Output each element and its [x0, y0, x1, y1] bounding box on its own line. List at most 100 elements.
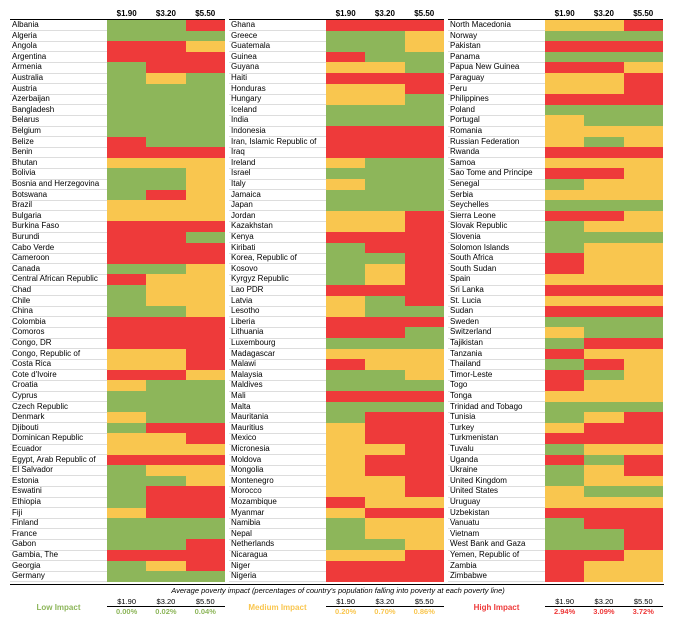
- country-name: Ecuador: [12, 444, 42, 453]
- country-name: Australia: [12, 73, 44, 82]
- impact-cell: [365, 465, 406, 477]
- impact-cell: [623, 168, 664, 180]
- impact-cell: [146, 391, 187, 403]
- average-header: $1.90: [336, 597, 356, 606]
- impact-cell: [545, 30, 585, 42]
- impact-cell: [185, 41, 226, 53]
- impact-cell: [185, 136, 226, 148]
- row-rule: [448, 475, 545, 476]
- row-rule: [10, 295, 107, 296]
- impact-cell: [326, 433, 366, 445]
- country-name: Maldives: [231, 380, 263, 390]
- impact-cell: [107, 528, 147, 540]
- average-value: 2.94%: [554, 607, 576, 616]
- impact-cell: [326, 200, 366, 212]
- impact-cell: [545, 232, 585, 244]
- impact-cell: [146, 475, 187, 487]
- impact-cell: [365, 20, 406, 32]
- country-name: China: [12, 306, 33, 316]
- impact-cell: [623, 348, 664, 360]
- impact-cell: [545, 454, 585, 466]
- impact-cell: [404, 285, 445, 297]
- country-name: Congo, DR: [12, 338, 52, 347]
- impact-cell: [545, 518, 585, 530]
- row-rule: [229, 485, 326, 487]
- country-name: Myanmar: [231, 507, 265, 517]
- impact-cell: [545, 263, 585, 275]
- column-header: $3.20: [374, 9, 395, 18]
- row-rule: [229, 178, 326, 179]
- impact-cell: [545, 571, 585, 583]
- row-rule: [10, 475, 107, 476]
- row-rule: [229, 422, 326, 423]
- impact-cell: [107, 359, 147, 371]
- impact-cell: [623, 41, 664, 53]
- impact-cell: [185, 221, 226, 233]
- impact-cell: [404, 550, 445, 562]
- impact-cell: [365, 348, 406, 360]
- country-name: Costa Rica: [12, 359, 52, 369]
- impact-cell: [623, 465, 664, 477]
- country-name: Ireland: [231, 157, 256, 167]
- average-rule: [545, 606, 663, 607]
- impact-cell: [623, 475, 664, 487]
- impact-cell: [584, 486, 625, 498]
- impact-cell: [623, 316, 664, 328]
- impact-cell: [107, 242, 147, 254]
- impact-cell: [326, 126, 366, 138]
- impact-cell: [584, 20, 625, 32]
- country-name: Yemen, Republic of: [450, 550, 520, 559]
- impact-cell: [107, 550, 147, 562]
- country-name: Bhutan: [12, 157, 38, 167]
- impact-cell: [185, 20, 226, 32]
- impact-cell: [107, 62, 147, 74]
- impact-cell: [326, 210, 366, 222]
- row-rule: [448, 231, 545, 232]
- row-rule: [229, 570, 326, 572]
- country-name: France: [12, 528, 37, 538]
- impact-cell: [545, 115, 585, 127]
- country-name: Poland: [450, 104, 475, 114]
- impact-cell: [146, 168, 187, 180]
- impact-cell: [107, 401, 147, 413]
- row-rule: [229, 40, 326, 42]
- country-name: Kyrgyz Republic: [231, 274, 289, 284]
- impact-cell: [326, 62, 366, 74]
- impact-cell: [326, 189, 366, 201]
- row-rule: [229, 369, 326, 370]
- row-rule: [229, 326, 326, 328]
- country-name: Switzerland: [450, 327, 492, 337]
- country-name: Eswatini: [12, 486, 42, 496]
- country-name: Zimbabwe: [450, 571, 487, 581]
- impact-cell: [146, 518, 187, 530]
- country-name: Sao Tome and Principe: [450, 168, 533, 178]
- impact-cell: [365, 62, 406, 74]
- impact-cell: [107, 338, 147, 350]
- impact-cell: [623, 571, 664, 583]
- row-rule: [10, 252, 107, 254]
- impact-cell: [623, 306, 664, 318]
- country-name: Belize: [12, 136, 34, 146]
- country-name: Kosovo: [231, 263, 258, 273]
- country-name: St. Lucia: [450, 295, 482, 305]
- impact-cell: [146, 497, 187, 509]
- impact-cell: [584, 295, 625, 307]
- country-name: Sweden: [450, 316, 479, 326]
- row-rule: [448, 379, 545, 381]
- row-rule: [448, 549, 545, 550]
- row-rule: [448, 199, 545, 201]
- impact-cell: [185, 200, 226, 212]
- impact-cell: [365, 285, 406, 297]
- impact-cell: [545, 475, 585, 487]
- impact-cell: [404, 539, 445, 551]
- impact-cell: [584, 30, 625, 42]
- row-rule: [10, 199, 107, 201]
- impact-cell: [404, 433, 445, 445]
- row-rule: [229, 136, 326, 137]
- impact-cell: [326, 412, 366, 424]
- impact-cell: [584, 359, 625, 371]
- impact-cell: [404, 200, 445, 212]
- impact-cell: [146, 41, 187, 53]
- impact-cell: [623, 147, 664, 159]
- impact-cell: [623, 454, 664, 466]
